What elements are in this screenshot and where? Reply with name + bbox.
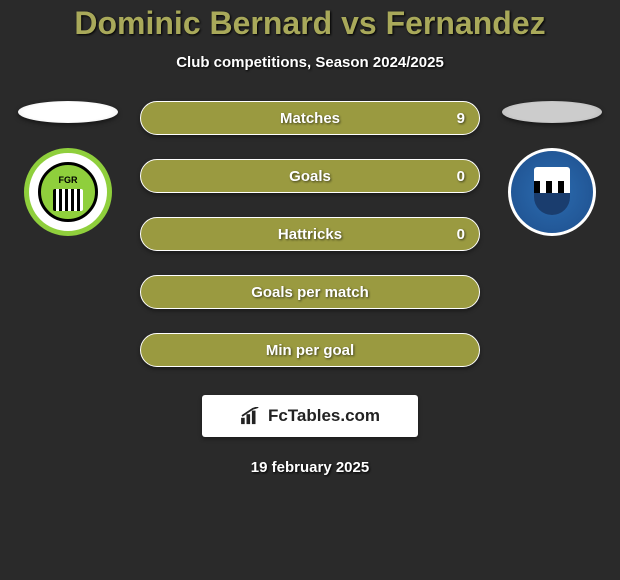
east-crest-inner bbox=[523, 163, 581, 221]
left-player-column bbox=[8, 101, 128, 236]
right-club-crest bbox=[508, 148, 596, 236]
stat-label: Goals bbox=[289, 168, 331, 185]
east-crest-shield bbox=[534, 193, 570, 215]
east-crest-checks bbox=[534, 181, 570, 193]
subtitle: Club competitions, Season 2024/2025 bbox=[0, 54, 620, 71]
east-crest-top bbox=[534, 167, 570, 181]
date-text: 19 february 2025 bbox=[0, 459, 620, 476]
fgr-crest-inner bbox=[38, 162, 98, 222]
stat-row-hattricks: Hattricks 0 bbox=[140, 217, 480, 251]
right-player-avatar bbox=[502, 101, 602, 123]
source-logo-text: FcTables.com bbox=[268, 406, 380, 426]
stat-label: Goals per match bbox=[251, 284, 369, 301]
stat-row-min-per-goal: Min per goal bbox=[140, 333, 480, 367]
chart-icon bbox=[240, 407, 262, 425]
fgr-stripes bbox=[53, 189, 83, 211]
stat-right-value: 9 bbox=[457, 110, 465, 127]
stat-label: Min per goal bbox=[266, 342, 354, 359]
page-title: Dominic Bernard vs Fernandez bbox=[0, 5, 620, 42]
stat-right-value: 0 bbox=[457, 168, 465, 185]
left-club-crest bbox=[24, 148, 112, 236]
stat-row-goals: Goals 0 bbox=[140, 159, 480, 193]
stat-right-value: 0 bbox=[457, 226, 465, 243]
stat-label: Hattricks bbox=[278, 226, 342, 243]
stat-row-goals-per-match: Goals per match bbox=[140, 275, 480, 309]
left-player-avatar bbox=[18, 101, 118, 123]
right-player-column bbox=[492, 101, 612, 236]
infographic-container: Dominic Bernard vs Fernandez Club compet… bbox=[0, 0, 620, 580]
stats-column: Matches 9 Goals 0 Hattricks 0 Goals per … bbox=[140, 101, 480, 367]
stat-label: Matches bbox=[280, 110, 340, 127]
stat-row-matches: Matches 9 bbox=[140, 101, 480, 135]
comparison-row: Matches 9 Goals 0 Hattricks 0 Goals per … bbox=[0, 101, 620, 367]
source-logo-box: FcTables.com bbox=[202, 395, 418, 437]
